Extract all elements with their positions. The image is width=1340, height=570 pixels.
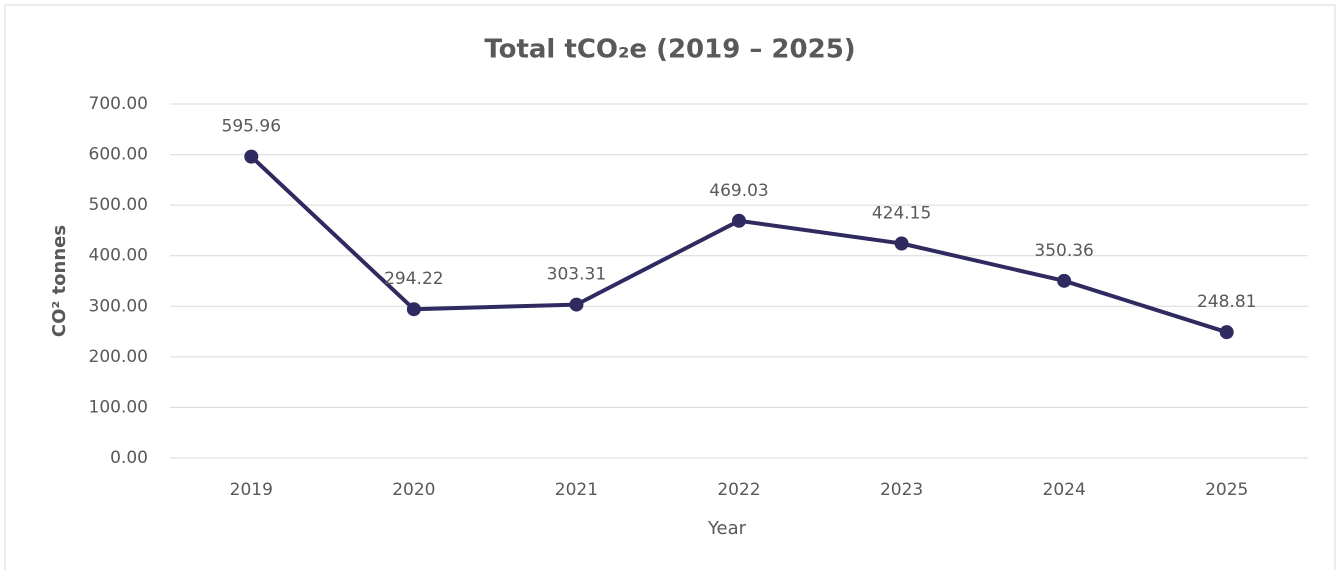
x-axis-label: Year (707, 518, 747, 539)
x-tick-label: 2025 (1205, 480, 1248, 500)
chart-frame (4, 4, 1336, 570)
x-tick-label: 2022 (717, 480, 760, 500)
data-label: 424.15 (872, 204, 931, 224)
x-tick-label: 2021 (555, 480, 598, 500)
x-tick-label: 2024 (1043, 480, 1086, 500)
data-label: 294.22 (384, 269, 443, 289)
x-tick-label: 2020 (392, 480, 435, 500)
y-tick-label: 400.00 (89, 246, 148, 266)
data-point (732, 213, 746, 228)
data-point (569, 297, 584, 312)
data-point (1057, 273, 1072, 288)
y-tick-label: 300.00 (89, 296, 148, 316)
y-tick-label: 600.00 (89, 145, 148, 165)
chart-title: Total tCO₂e (2019 – 2025) (484, 35, 855, 65)
data-point (1219, 325, 1234, 340)
x-tick-label: 2019 (230, 480, 273, 500)
data-point (244, 149, 259, 164)
data-label: 303.31 (547, 265, 606, 285)
data-point (406, 302, 421, 317)
data-label: 469.03 (709, 181, 768, 201)
y-tick-label: 500.00 (89, 195, 148, 215)
y-tick-label: 0.00 (110, 448, 148, 468)
data-label: 350.36 (1034, 241, 1093, 261)
y-tick-label: 200.00 (89, 347, 148, 367)
data-label: 248.81 (1197, 292, 1256, 312)
x-tick-label: 2023 (880, 480, 923, 500)
y-tick-label: 700.00 (89, 94, 148, 114)
y-axis-label: CO² tonnes (49, 225, 70, 337)
data-label: 595.96 (222, 117, 281, 137)
data-point (894, 236, 909, 251)
y-tick-label: 100.00 (89, 397, 148, 417)
